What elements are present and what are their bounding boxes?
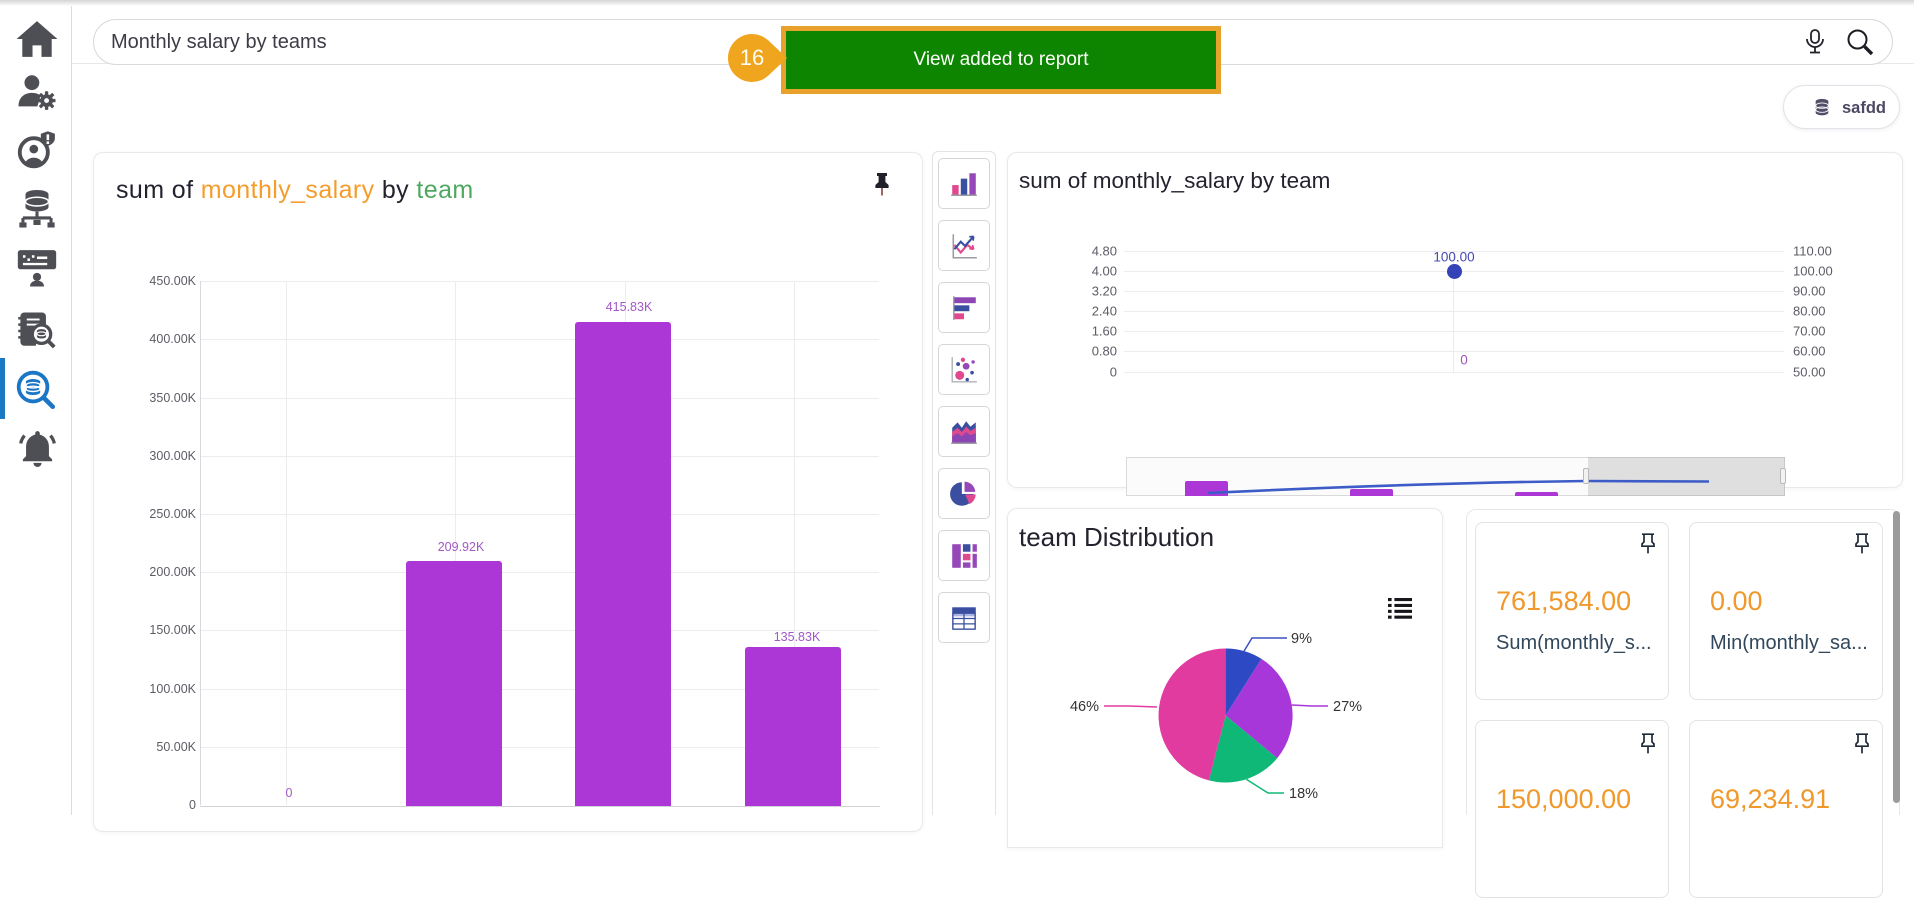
svg-text:9%: 9% [1291, 631, 1312, 647]
svg-text:27%: 27% [1333, 699, 1362, 715]
svg-text:46%: 46% [1070, 699, 1099, 715]
svg-text:18%: 18% [1289, 786, 1318, 802]
